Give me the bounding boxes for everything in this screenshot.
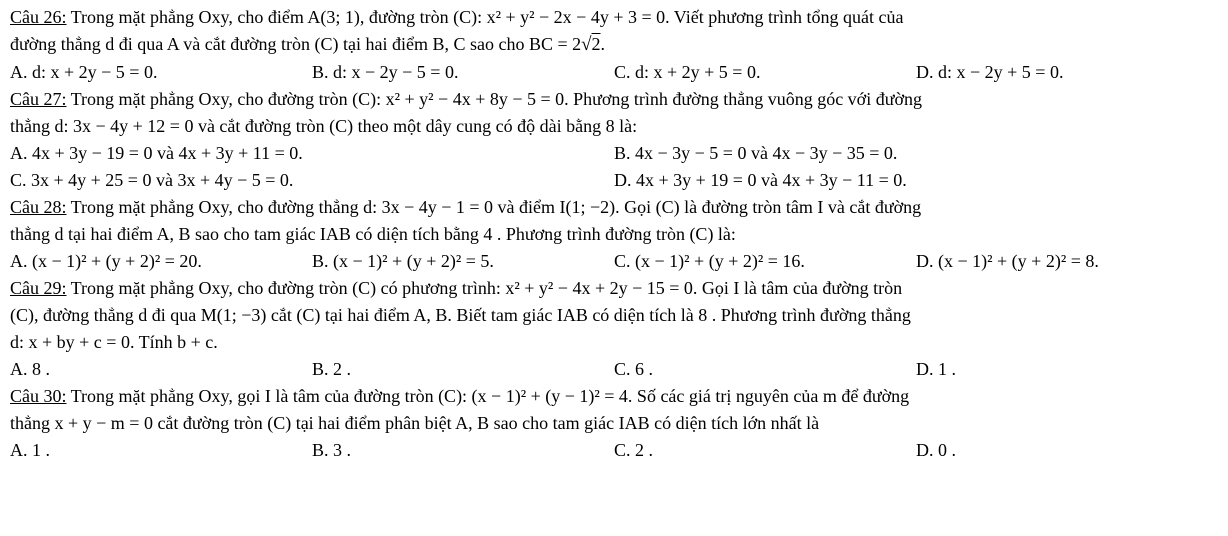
q28-label: Câu 28: xyxy=(10,197,67,217)
q27-optA: A. 4x + 3y − 19 = 0 và 4x + 3y + 11 = 0. xyxy=(10,140,614,167)
q28-line1: Câu 28: Trong mặt phẳng Oxy, cho đường t… xyxy=(10,194,1218,221)
q27-options-row1: A. 4x + 3y − 19 = 0 và 4x + 3y + 11 = 0.… xyxy=(10,140,1218,167)
q27-optB: B. 4x − 3y − 5 = 0 và 4x − 3y − 35 = 0. xyxy=(614,140,1218,167)
q26-sqrt: 2 xyxy=(592,34,601,54)
q26-options: A. d: x + 2y − 5 = 0. B. d: x − 2y − 5 =… xyxy=(10,59,1218,86)
q30-text1: Trong mặt phẳng Oxy, gọi I là tâm của đư… xyxy=(67,386,910,406)
q27-line2: thẳng d: 3x − 4y + 12 = 0 và cắt đường t… xyxy=(10,113,1218,140)
q26-optA: A. d: x + 2y − 5 = 0. xyxy=(10,59,312,86)
q26-optD: D. d: x − 2y + 5 = 0. xyxy=(916,59,1218,86)
q28-text1: Trong mặt phẳng Oxy, cho đường thẳng d: … xyxy=(67,197,922,217)
q29-optB: B. 2 . xyxy=(312,356,614,383)
q27-optD: D. 4x + 3y + 19 = 0 và 4x + 3y − 11 = 0. xyxy=(614,167,1218,194)
q26-optB: B. d: x − 2y − 5 = 0. xyxy=(312,59,614,86)
q26-line2: đường thẳng d đi qua A và cắt đường tròn… xyxy=(10,31,1218,59)
q28-optD: D. (x − 1)² + (y + 2)² = 8. xyxy=(916,248,1218,275)
q30-optC: C. 2 . xyxy=(614,437,916,464)
q29-line1: Câu 29: Trong mặt phẳng Oxy, cho đường t… xyxy=(10,275,1218,302)
q26-text1: Trong mặt phẳng Oxy, cho điểm A(3; 1), đ… xyxy=(67,7,904,27)
q29-options: A. 8 . B. 2 . C. 6 . D. 1 . xyxy=(10,356,1218,383)
q26-text2b: . xyxy=(601,34,606,54)
q29-label: Câu 29: xyxy=(10,278,67,298)
q30-optB: B. 3 . xyxy=(312,437,614,464)
q30-optD: D. 0 . xyxy=(916,437,1218,464)
q26-optC: C. d: x + 2y + 5 = 0. xyxy=(614,59,916,86)
q28-line2: thẳng d tại hai điểm A, B sao cho tam gi… xyxy=(10,221,1218,248)
q30-line2: thẳng x + y − m = 0 cắt đường tròn (C) t… xyxy=(10,410,1218,437)
q26-label: Câu 26: xyxy=(10,7,67,27)
q27-label: Câu 27: xyxy=(10,89,67,109)
q30-line1: Câu 30: Trong mặt phẳng Oxy, gọi I là tâ… xyxy=(10,383,1218,410)
q27-options-row2: C. 3x + 4y + 25 = 0 và 3x + 4y − 5 = 0. … xyxy=(10,167,1218,194)
q26-line1: Câu 26: Trong mặt phẳng Oxy, cho điểm A(… xyxy=(10,4,1218,31)
q29-optC: C. 6 . xyxy=(614,356,916,383)
q29-text1: Trong mặt phẳng Oxy, cho đường tròn (C) … xyxy=(67,278,903,298)
q26-text2a: đường thẳng d đi qua A và cắt đường tròn… xyxy=(10,34,581,54)
q29-line3: d: x + by + c = 0. Tính b + c. xyxy=(10,329,1218,356)
q27-optC: C. 3x + 4y + 25 = 0 và 3x + 4y − 5 = 0. xyxy=(10,167,614,194)
q28-options: A. (x − 1)² + (y + 2)² = 20. B. (x − 1)²… xyxy=(10,248,1218,275)
q30-optA: A. 1 . xyxy=(10,437,312,464)
q30-options: A. 1 . B. 3 . C. 2 . D. 0 . xyxy=(10,437,1218,464)
q27-line1: Câu 27: Trong mặt phẳng Oxy, cho đường t… xyxy=(10,86,1218,113)
q28-optB: B. (x − 1)² + (y + 2)² = 5. xyxy=(312,248,614,275)
q29-optD: D. 1 . xyxy=(916,356,1218,383)
q28-optC: C. (x − 1)² + (y + 2)² = 16. xyxy=(614,248,916,275)
q27-text1: Trong mặt phẳng Oxy, cho đường tròn (C):… xyxy=(67,89,922,109)
q30-label: Câu 30: xyxy=(10,386,67,406)
page: Câu 26: Trong mặt phẳng Oxy, cho điểm A(… xyxy=(0,0,1228,464)
sqrt-icon: √ xyxy=(581,34,591,55)
q29-optA: A. 8 . xyxy=(10,356,312,383)
q29-line2: (C), đường thẳng d đi qua M(1; −3) cắt (… xyxy=(10,302,1218,329)
q28-optA: A. (x − 1)² + (y + 2)² = 20. xyxy=(10,248,312,275)
